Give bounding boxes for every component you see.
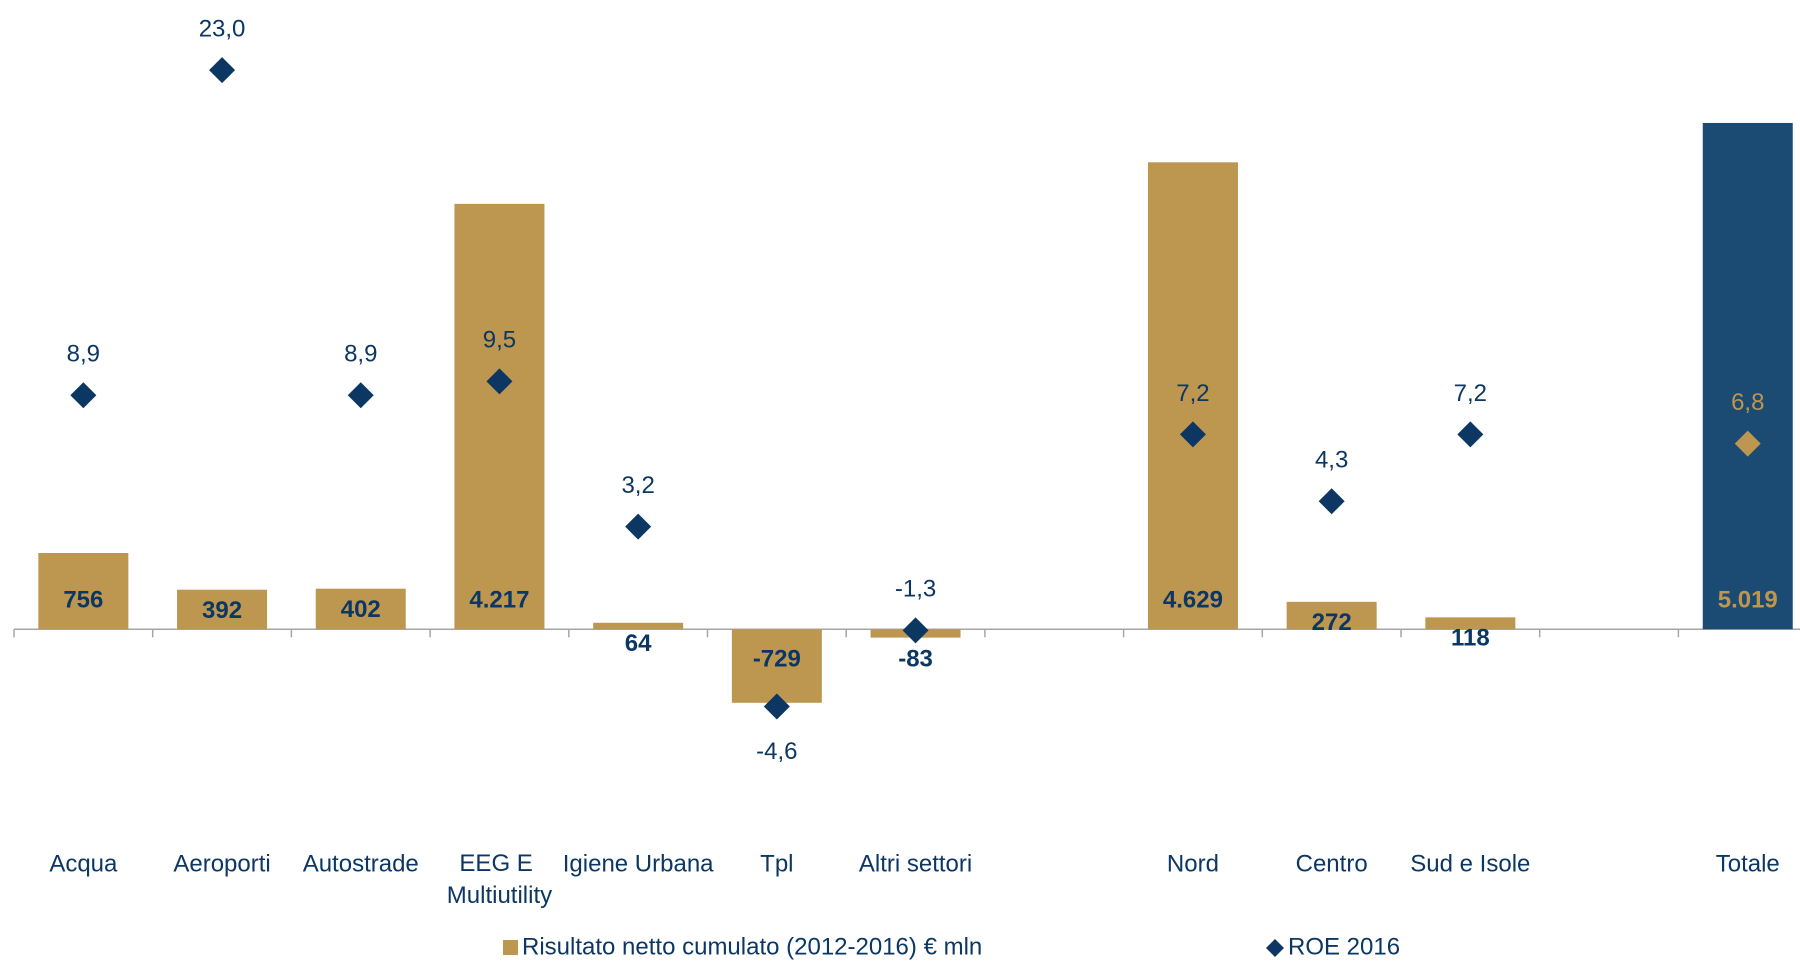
- x-tick-label: Nord: [1167, 850, 1219, 877]
- bar: [177, 589, 268, 630]
- roe-value-label: 3,2: [621, 472, 654, 499]
- bar-value-label: -729: [753, 646, 801, 673]
- roe-value-label: 7,2: [1176, 380, 1209, 407]
- roe-value-label: 7,2: [1454, 380, 1487, 407]
- bar-value-label: 392: [202, 597, 242, 624]
- roe-value-label: 6,8: [1731, 389, 1764, 416]
- legend-swatch: [1266, 939, 1284, 957]
- roe-marker: [763, 693, 790, 720]
- roe-value-label: 8,9: [67, 341, 100, 368]
- roe-value-label: -1,3: [895, 576, 936, 603]
- x-tick-label: Sud e Isole: [1410, 850, 1530, 877]
- x-tick-label: Igiene Urbana: [563, 850, 714, 877]
- roe-marker: [902, 617, 929, 644]
- bar-value-label: 756: [63, 587, 103, 614]
- roe-value-label: 4,3: [1315, 447, 1348, 474]
- bar: [731, 629, 822, 703]
- bar-value-label: 4.629: [1163, 587, 1223, 614]
- label-line: Multiutility: [447, 882, 552, 909]
- bar-value-label: 64: [625, 630, 652, 657]
- roe-marker: [1179, 421, 1206, 448]
- roe-value-label: 23,0: [199, 15, 246, 42]
- bar-value-label: -83: [898, 646, 933, 673]
- bar: [1147, 162, 1238, 630]
- roe-value-label: 9,5: [483, 327, 516, 354]
- roe-marker: [486, 368, 513, 395]
- roe-marker: [1734, 430, 1761, 457]
- bar: [1702, 122, 1793, 630]
- x-tick-label: Altri settori: [859, 850, 972, 877]
- bar: [593, 622, 684, 630]
- label-line: EEG E: [459, 850, 539, 877]
- roe-marker: [70, 382, 97, 409]
- bar-value-label: 4.217: [469, 587, 529, 614]
- roe-value-label: -4,6: [756, 738, 797, 765]
- roe-marker: [1318, 488, 1345, 515]
- bar: [1425, 617, 1516, 630]
- legend-label: Risultato netto cumulato (2012-2016) € m…: [522, 933, 982, 960]
- roe-marker: [625, 513, 652, 540]
- bar-value-label: 5.019: [1718, 587, 1778, 614]
- x-tick-label: Totale: [1716, 850, 1780, 877]
- roe-value-label: 8,9: [344, 341, 377, 368]
- x-tick-label: Centro: [1296, 850, 1368, 877]
- bar-value-label: 402: [341, 596, 381, 623]
- x-tick-label: Acqua: [49, 850, 118, 877]
- roe-marker: [209, 57, 236, 84]
- bar-value-label: 272: [1312, 609, 1352, 636]
- x-tick-label: Tpl: [760, 850, 793, 877]
- x-tick-label: EEG E Multiutility: [447, 850, 552, 909]
- bar: [1286, 601, 1377, 630]
- bar-value-label: 118: [1451, 625, 1490, 652]
- x-tick-label: Autostrade: [303, 850, 419, 877]
- x-tick-label: Aeroporti: [173, 850, 270, 877]
- legend-swatch: [503, 940, 518, 955]
- bar: [315, 588, 406, 630]
- roe-marker: [347, 382, 374, 409]
- bar: [454, 203, 545, 630]
- legend-label: ROE 2016: [1288, 933, 1400, 960]
- roe-marker: [1457, 421, 1484, 448]
- bar: [38, 552, 129, 630]
